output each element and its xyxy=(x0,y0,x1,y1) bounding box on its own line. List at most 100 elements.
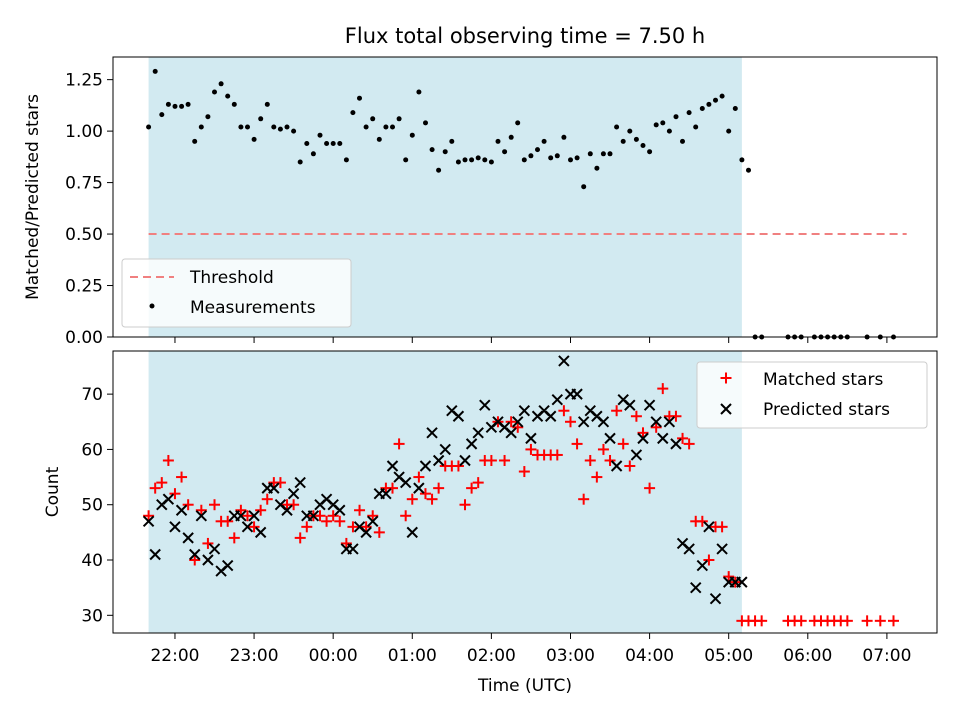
measurement-point xyxy=(686,110,692,116)
legend-matched-label: Matched stars xyxy=(763,370,883,390)
measurement-point xyxy=(713,97,718,103)
matched-star-point xyxy=(248,521,260,533)
matched-star-point xyxy=(591,471,603,483)
measurement-point xyxy=(660,120,666,126)
measurement-point xyxy=(600,151,606,157)
y-tick-label: 30 xyxy=(81,606,103,626)
matched-star-point xyxy=(222,515,234,527)
predicted-star-point xyxy=(472,427,484,439)
measurement-point xyxy=(528,153,534,159)
measurement-point xyxy=(739,157,745,163)
measurement-point xyxy=(317,132,323,138)
measurement-point xyxy=(693,124,699,130)
top-legend: Threshold Measurements xyxy=(121,258,352,328)
predicted-star-point xyxy=(360,526,372,539)
measurement-point xyxy=(449,138,455,144)
matched-star-point xyxy=(630,410,642,422)
measurement-point xyxy=(746,167,751,173)
matched-star-point xyxy=(617,438,629,450)
measurement-point xyxy=(337,141,343,146)
measurement-point xyxy=(291,128,297,134)
predicted-star-point xyxy=(142,515,155,528)
measurement-point xyxy=(488,159,494,165)
measurement-point xyxy=(231,101,237,107)
measurement-point xyxy=(706,101,712,107)
matched-star-point xyxy=(367,510,379,522)
x-tick-label: 03:00 xyxy=(546,646,595,666)
measurement-point xyxy=(726,128,732,134)
predicted-star-point xyxy=(709,593,722,605)
matched-star-point xyxy=(387,482,399,494)
measurement-point xyxy=(581,184,587,190)
measurement-point xyxy=(245,124,250,130)
predicted-star-point xyxy=(703,521,715,533)
matched-star-point xyxy=(518,466,530,478)
matched-star-point xyxy=(340,537,352,549)
measurement-point xyxy=(541,138,547,144)
predicted-star-point xyxy=(643,399,656,411)
measurement-point xyxy=(198,124,204,130)
measurement-point xyxy=(277,126,283,132)
measurement-point xyxy=(185,101,191,107)
measurement-point xyxy=(521,157,527,163)
measurement-point xyxy=(159,112,165,118)
matched-star-point xyxy=(499,454,511,466)
measurement-point xyxy=(205,114,211,120)
measurement-point xyxy=(258,116,264,122)
top-y-axis: 0.00 0.25 0.50 0.75 1.00 1.25 xyxy=(65,71,113,348)
measurement-point xyxy=(627,128,633,134)
measurement-point xyxy=(436,167,442,173)
measurement-point xyxy=(607,151,613,157)
legend-plus-marker xyxy=(720,372,732,384)
measurement-point xyxy=(587,151,593,157)
x-tick-label: 04:00 xyxy=(625,646,674,666)
predicted-star-point xyxy=(221,559,234,572)
predicted-star-point xyxy=(518,405,531,417)
measurement-point xyxy=(502,149,508,155)
measurement-point xyxy=(383,124,389,130)
x-tick-label: 05:00 xyxy=(704,646,753,666)
predicted-star-point xyxy=(657,432,669,445)
x-tick-label: 02:00 xyxy=(467,646,516,666)
x-tick-label: 00:00 xyxy=(309,646,358,666)
x-tick-label: 23:00 xyxy=(230,646,279,666)
measurement-point xyxy=(699,106,705,111)
predicted-star-point xyxy=(399,476,412,489)
predicted-star-point xyxy=(465,438,478,450)
predicted-star-point xyxy=(268,482,280,494)
chart-title: Flux total observing time = 7.50 h xyxy=(345,24,705,48)
y-tick-label: 1.25 xyxy=(65,71,103,91)
matched-star-point xyxy=(413,471,425,483)
measurement-point xyxy=(264,101,270,107)
matched-star-point xyxy=(677,432,689,444)
measurement-point xyxy=(653,122,659,128)
matched-star-point xyxy=(611,405,623,417)
predicted-star-point xyxy=(637,432,649,445)
predicted-star-point xyxy=(452,410,465,422)
measurement-point xyxy=(554,153,560,159)
matched-star-point xyxy=(169,488,181,500)
matched-star-point xyxy=(578,493,590,505)
measurement-point xyxy=(297,159,303,165)
predicted-star-point xyxy=(650,416,662,428)
bottom-y-axis-label: Count xyxy=(43,466,63,517)
measurement-point xyxy=(324,141,330,146)
measurement-point xyxy=(330,141,336,146)
measurement-point xyxy=(633,136,639,142)
predicted-star-point xyxy=(505,427,517,439)
y-tick-label: 50 xyxy=(81,496,103,516)
matched-star-point xyxy=(887,615,899,627)
predicted-star-point xyxy=(525,432,537,445)
measurement-point xyxy=(284,124,290,130)
bottom-legend: Matched stars Predicted stars xyxy=(696,361,928,429)
matched-star-point xyxy=(452,460,464,472)
predicted-star-point xyxy=(670,438,682,450)
measurement-point xyxy=(271,124,277,130)
predicted-star-point xyxy=(426,427,438,439)
matched-star-point xyxy=(354,504,366,516)
measurement-points xyxy=(146,68,896,340)
predicted-star-point xyxy=(439,443,451,456)
measurement-point xyxy=(390,124,395,130)
matched-star-point xyxy=(637,427,649,439)
matched-star-point xyxy=(670,410,682,422)
